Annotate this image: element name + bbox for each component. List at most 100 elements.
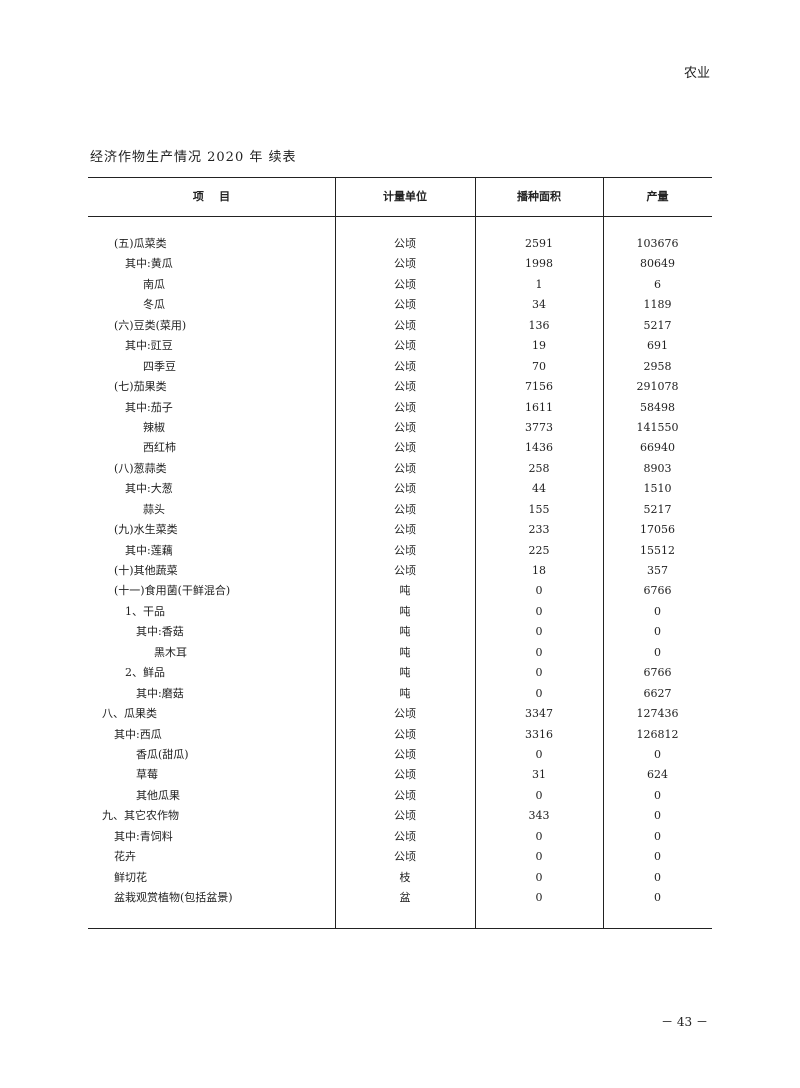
row-area: 1611 — [525, 400, 553, 414]
row-unit: 公顷 — [394, 788, 416, 802]
row-output: 141550 — [636, 420, 679, 434]
row-output: 6766 — [643, 584, 672, 598]
row-name: 其中:大葱 — [125, 482, 173, 496]
row-output: 6 — [654, 277, 661, 291]
table-row: (十一)食用菌(干鲜混合) 吨 0 6766 — [88, 581, 712, 601]
row-name: 鲜切花 — [114, 870, 147, 884]
row-area: 3316 — [525, 727, 553, 741]
row-unit: 公顷 — [394, 257, 416, 271]
row-unit: 公顷 — [394, 482, 416, 496]
row-unit: 公顷 — [394, 441, 416, 455]
row-area: 1436 — [525, 441, 553, 455]
table-row: 香瓜(甜瓜) 公顷 0 0 — [88, 745, 712, 765]
row-name: 其中:香菇 — [136, 625, 184, 639]
row-unit: 盆 — [399, 891, 411, 905]
row-area: 70 — [532, 359, 546, 373]
row-name: 其他瓜果 — [136, 788, 180, 802]
row-area: 0 — [535, 829, 543, 843]
row-name: (十一)食用菌(干鲜混合) — [114, 584, 231, 598]
row-name: 草莓 — [136, 768, 158, 782]
table-row: 其中:豇豆 公顷 19 691 — [88, 336, 712, 356]
table-row: 1、干品 吨 0 0 — [88, 602, 712, 622]
row-output: 6766 — [643, 666, 672, 680]
row-unit: 公顷 — [394, 318, 416, 332]
table-row: (十)其他蔬菜 公顷 18 357 — [88, 561, 712, 581]
row-unit: 公顷 — [394, 543, 416, 557]
header-item: 项 目 — [192, 190, 231, 203]
row-area: 0 — [535, 604, 543, 618]
row-area: 3347 — [525, 707, 553, 721]
row-area: 0 — [535, 891, 543, 905]
table-row: 四季豆 公顷 70 2958 — [88, 357, 712, 377]
row-unit: 公顷 — [394, 748, 416, 761]
table-row: 南瓜 公顷 1 6 — [88, 275, 712, 295]
row-area: 233 — [528, 523, 550, 537]
row-area: 19 — [532, 339, 546, 353]
row-name: 其中:磨菇 — [136, 686, 184, 700]
row-area: 1998 — [525, 257, 553, 271]
row-unit: 公顷 — [394, 339, 416, 353]
row-unit: 公顷 — [394, 707, 416, 721]
row-area: 2591 — [525, 237, 553, 250]
row-area: 0 — [535, 645, 543, 659]
row-name: 黑木耳 — [154, 645, 187, 659]
table-row: (八)葱蒜类 公顷 258 8903 — [88, 459, 712, 479]
table-row: (五)瓜菜类 公顷 2591 103676 — [88, 234, 712, 254]
row-output: 17056 — [640, 523, 675, 537]
row-name: 其中:青饲料 — [114, 829, 173, 843]
table-row: 黑木耳 吨 0 0 — [88, 643, 712, 663]
row-name: 其中:豇豆 — [125, 339, 173, 353]
table-row: (六)豆类(菜用) 公顷 136 5217 — [88, 316, 712, 336]
table-row: 蒜头 公顷 155 5217 — [88, 500, 712, 520]
table-row: 冬瓜 公顷 34 1189 — [88, 295, 712, 315]
row-name: 南瓜 — [143, 277, 165, 291]
row-output: 0 — [654, 809, 661, 823]
table-row: 其中:磨菇 吨 0 6627 — [88, 684, 712, 704]
row-output: 5217 — [643, 318, 672, 332]
row-output: 1189 — [643, 298, 672, 312]
row-output: 291078 — [636, 380, 679, 394]
table-row: 鲜切花 枝 0 0 — [88, 868, 712, 888]
row-area: 3773 — [525, 420, 553, 434]
row-area: 0 — [535, 686, 543, 700]
row-unit: 公顷 — [394, 502, 416, 516]
table-row: (七)茄果类 公顷 7156 291078 — [88, 377, 712, 397]
row-name: 其中:黄瓜 — [125, 257, 173, 271]
row-output: 0 — [654, 645, 661, 659]
table-row: 八、瓜果类 公顷 3347 127436 — [88, 704, 712, 724]
table-row: 其中:香菇 吨 0 0 — [88, 622, 712, 642]
table-row: 西红柿 公顷 1436 66940 — [88, 438, 712, 458]
row-name: 冬瓜 — [143, 298, 165, 312]
header-output: 产量 — [646, 190, 669, 203]
row-unit: 吨 — [399, 625, 411, 639]
row-output: 624 — [647, 768, 668, 782]
row-output: 5217 — [643, 502, 672, 516]
header-area: 播种面积 — [517, 190, 561, 203]
row-name: 花卉 — [114, 850, 136, 864]
row-area: 1 — [535, 277, 543, 291]
row-name: 九、其它农作物 — [102, 809, 179, 823]
table-title: 经济作物生产情况 2020 年 续表 — [90, 150, 297, 165]
row-name: 1、干品 — [125, 604, 165, 618]
row-output: 0 — [654, 748, 661, 761]
row-unit: 公顷 — [394, 768, 416, 782]
table-row: 辣椒 公顷 3773 141550 — [88, 418, 712, 438]
row-name: 2、鲜品 — [125, 666, 165, 680]
row-area: 0 — [535, 850, 543, 864]
row-output: 357 — [647, 564, 668, 578]
table-row: 其中:西瓜 公顷 3316 126812 — [88, 725, 712, 745]
row-unit: 公顷 — [394, 277, 416, 291]
row-area: 44 — [532, 482, 546, 496]
row-unit: 公顷 — [394, 359, 416, 373]
table-header: 项 目 计量单位 播种面积 产量 — [88, 178, 712, 217]
row-output: 0 — [654, 829, 661, 843]
row-area: 0 — [535, 625, 543, 639]
table-row: 盆栽观赏植物(包括盆景) 盆 0 0 — [88, 888, 712, 908]
column-divider — [335, 178, 336, 928]
row-output: 0 — [654, 891, 661, 905]
row-unit: 枝 — [399, 870, 411, 884]
row-output: 127436 — [636, 707, 679, 721]
row-name: (六)豆类(菜用) — [114, 318, 187, 332]
row-output: 0 — [654, 625, 661, 639]
row-unit: 吨 — [399, 584, 411, 598]
